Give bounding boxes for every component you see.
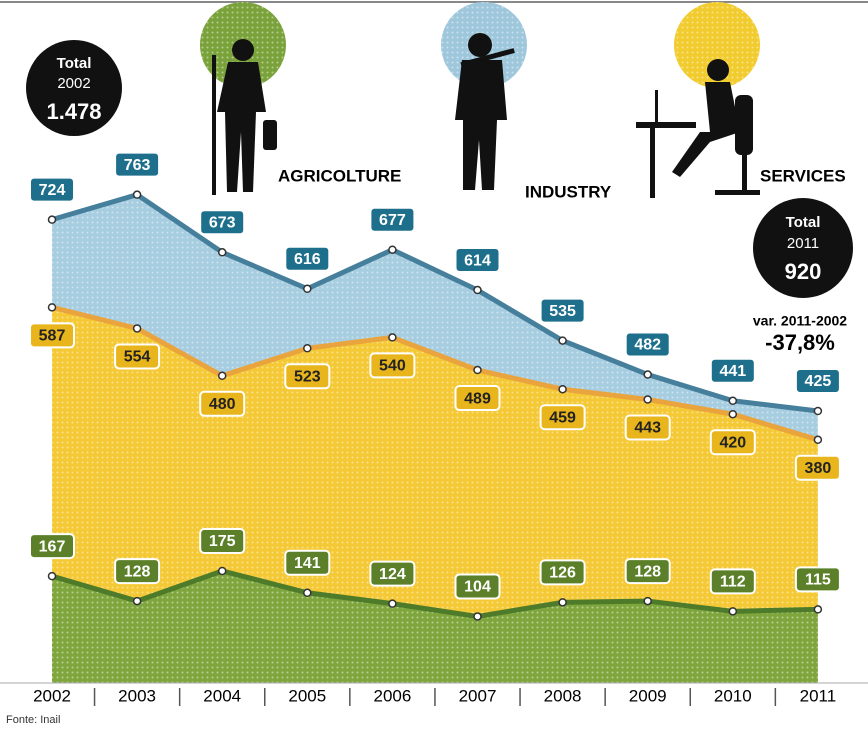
variation-label: var. 2011-2002 bbox=[753, 313, 847, 329]
point bbox=[304, 285, 311, 292]
value-label: 616 bbox=[294, 251, 321, 268]
value-label: 420 bbox=[719, 434, 746, 451]
point bbox=[134, 191, 141, 198]
point bbox=[304, 589, 311, 596]
value-label: 554 bbox=[124, 349, 151, 366]
value-label: 480 bbox=[209, 396, 236, 413]
x-tick-label: 2011 bbox=[800, 686, 837, 705]
point bbox=[389, 246, 396, 253]
value-label: 128 bbox=[124, 563, 151, 580]
point bbox=[49, 304, 56, 311]
value-label: 614 bbox=[464, 252, 491, 269]
point bbox=[814, 408, 821, 415]
value-label: 128 bbox=[634, 563, 661, 580]
value-label: 443 bbox=[634, 420, 661, 437]
point bbox=[134, 325, 141, 332]
x-axis: 2002 2003 2004 2005 2006 2007 2008 2009 2010 2011 bbox=[33, 686, 836, 706]
source: Fonte: Inail bbox=[6, 714, 60, 726]
point bbox=[49, 573, 56, 580]
point bbox=[474, 287, 481, 294]
value-label: 126 bbox=[549, 565, 576, 582]
point bbox=[219, 568, 226, 575]
value-label: 724 bbox=[39, 182, 66, 199]
value-label: 482 bbox=[634, 337, 661, 354]
point bbox=[729, 411, 736, 418]
value-label: 489 bbox=[464, 390, 491, 407]
point bbox=[729, 397, 736, 404]
series-label: INDUSTRY bbox=[525, 182, 612, 201]
value-label: 673 bbox=[209, 214, 236, 231]
point bbox=[644, 396, 651, 403]
point bbox=[389, 600, 396, 607]
value-label: 425 bbox=[805, 373, 832, 390]
value-label: 540 bbox=[379, 358, 406, 375]
value-label: 459 bbox=[549, 409, 576, 426]
value-label: 112 bbox=[720, 574, 746, 591]
value-label: 677 bbox=[379, 212, 406, 229]
point bbox=[559, 337, 566, 344]
value-label: 441 bbox=[719, 363, 746, 380]
value-label: 587 bbox=[39, 328, 66, 345]
value-label: 115 bbox=[805, 572, 831, 589]
x-tick-label: 2006 bbox=[373, 686, 411, 705]
point bbox=[474, 367, 481, 374]
series-label: AGRICOLTURE bbox=[278, 166, 401, 185]
point bbox=[219, 372, 226, 379]
value-label: 124 bbox=[379, 566, 406, 583]
x-tick-label: 2004 bbox=[203, 686, 241, 705]
x-tick-label: 2008 bbox=[544, 686, 582, 705]
value-label: 535 bbox=[549, 303, 576, 320]
total-value: 920 bbox=[785, 259, 822, 284]
point bbox=[559, 599, 566, 606]
variation-value: -37,8% bbox=[765, 330, 835, 355]
x-tick-label: 2007 bbox=[459, 686, 497, 705]
value-label: 141 bbox=[294, 555, 321, 572]
value-label: 763 bbox=[124, 157, 151, 174]
point bbox=[644, 371, 651, 378]
total-year: 2002 bbox=[57, 75, 90, 92]
x-tick-label: 2009 bbox=[629, 686, 667, 705]
x-tick-label: 2002 bbox=[33, 686, 71, 705]
plot-area: 724 763 673 616 677 614 535 482 441 425 587 554 480 5… bbox=[30, 153, 840, 683]
value-label: 104 bbox=[464, 579, 491, 596]
value-label: 175 bbox=[209, 533, 236, 550]
point bbox=[559, 386, 566, 393]
point bbox=[49, 216, 56, 223]
point bbox=[814, 436, 821, 443]
point bbox=[304, 345, 311, 352]
value-label: 380 bbox=[805, 460, 832, 477]
point bbox=[729, 608, 736, 615]
value-label: 523 bbox=[294, 368, 321, 385]
x-tick-label: 2005 bbox=[288, 686, 326, 705]
x-tick-label: 2003 bbox=[118, 686, 156, 705]
point bbox=[389, 334, 396, 341]
total-value: 1.478 bbox=[46, 99, 101, 124]
point bbox=[644, 598, 651, 605]
series-label: SERVICES bbox=[760, 166, 846, 185]
chart: 724 763 673 616 677 614 535 482 441 425 587 554 480 5… bbox=[0, 0, 868, 731]
point bbox=[474, 613, 481, 620]
total-label: Total bbox=[57, 55, 92, 72]
point bbox=[134, 598, 141, 605]
point bbox=[219, 249, 226, 256]
total-year: 2011 bbox=[787, 235, 819, 252]
value-label: 167 bbox=[39, 538, 66, 555]
point bbox=[814, 606, 821, 613]
total-label: Total bbox=[786, 214, 821, 231]
x-tick-label: 2010 bbox=[714, 686, 752, 705]
